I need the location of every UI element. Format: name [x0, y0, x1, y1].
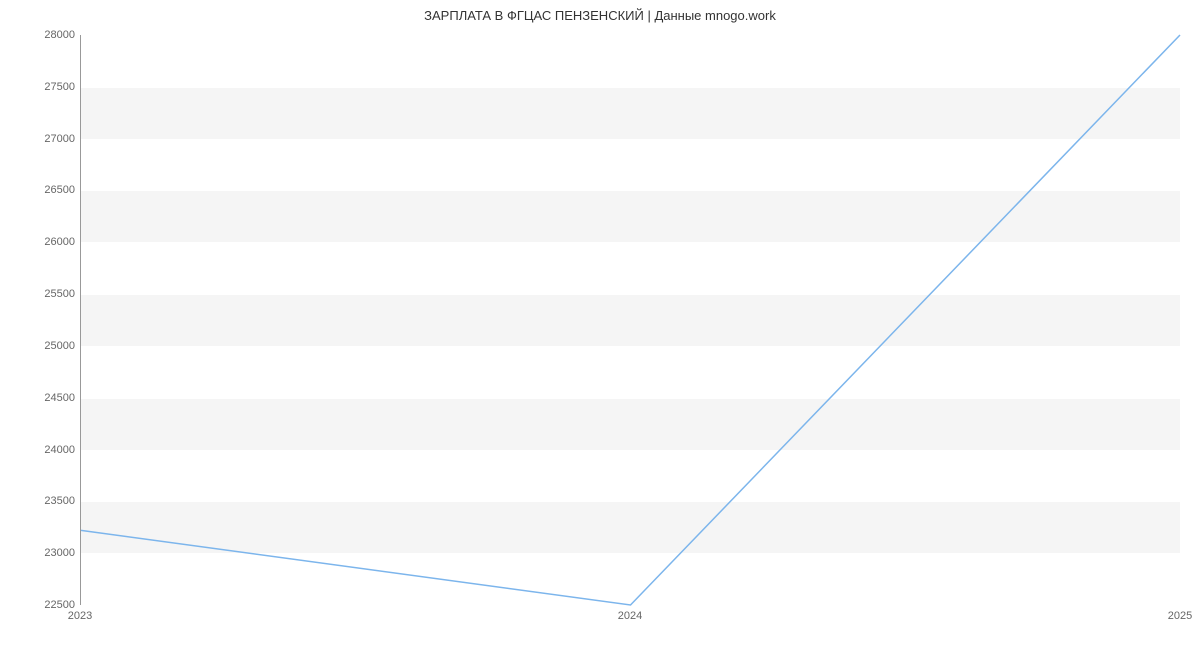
y-tick-label: 23000 — [5, 547, 75, 559]
chart-title: ЗАРПЛАТА В ФГЦАС ПЕНЗЕНСКИЙ | Данные mno… — [0, 8, 1200, 23]
y-tick-label: 23500 — [5, 495, 75, 507]
salary-chart: ЗАРПЛАТА В ФГЦАС ПЕНЗЕНСКИЙ | Данные mno… — [0, 0, 1200, 650]
y-tick-label: 25000 — [5, 340, 75, 352]
y-tick-label: 27000 — [5, 133, 75, 145]
y-tick-label: 24500 — [5, 392, 75, 404]
y-tick-label: 25500 — [5, 288, 75, 300]
x-tick-label: 2023 — [68, 610, 92, 622]
plot-area — [80, 35, 1180, 605]
y-tick-label: 24000 — [5, 444, 75, 456]
y-tick-label: 26500 — [5, 184, 75, 196]
x-tick-label: 2024 — [618, 610, 642, 622]
series-line — [81, 35, 1180, 605]
line-series — [81, 35, 1180, 605]
y-tick-label: 22500 — [5, 599, 75, 611]
y-tick-label: 26000 — [5, 236, 75, 248]
y-tick-label: 27500 — [5, 81, 75, 93]
y-tick-label: 28000 — [5, 29, 75, 41]
x-tick-label: 2025 — [1168, 610, 1192, 622]
